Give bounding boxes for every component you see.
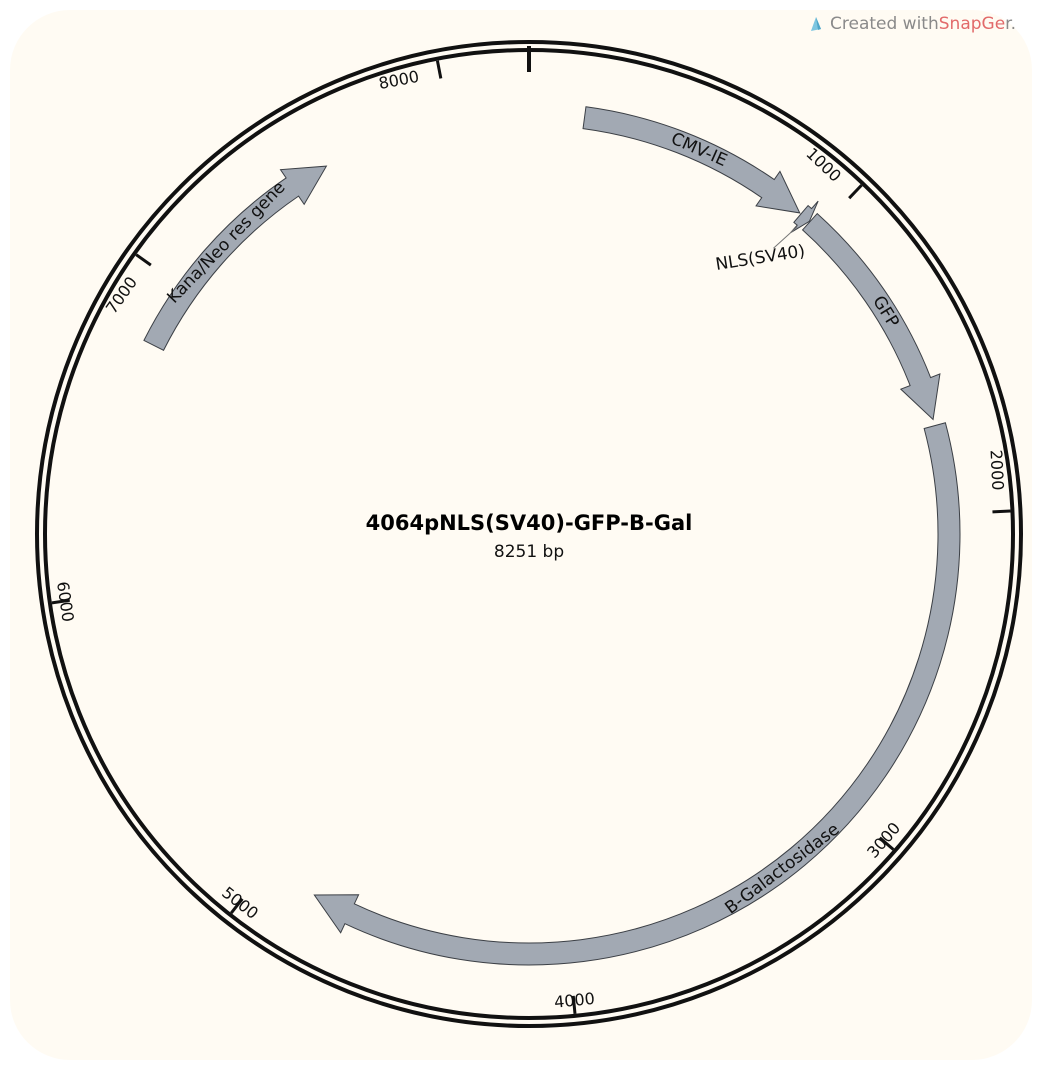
- tick-mark-3000: [878, 836, 895, 851]
- tick-mark-2000: [992, 509, 1011, 514]
- feature-leader-line: [773, 226, 798, 249]
- credit-brand: SnapGe: [938, 14, 1006, 34]
- tick-mark-4000: [571, 995, 577, 1014]
- tick-mark-5000: [230, 897, 244, 914]
- credit-prefix: Created with: [830, 14, 939, 34]
- snapgene-logo-icon: [811, 17, 821, 31]
- tick-label-6000: 6000: [53, 580, 78, 623]
- feature-label-nls-sv40-: NLS(SV40): [714, 241, 806, 275]
- feature-arrow-gfp[interactable]: [801, 212, 941, 421]
- tick-mark-7000: [135, 253, 152, 267]
- feature-arrow-cmv-ie[interactable]: [582, 106, 801, 214]
- feature-label-cmv-ie: CMV-IE: [668, 129, 730, 171]
- created-with-credit: Created with SnapGe r.: [808, 14, 1016, 34]
- feature-arrow-b-galactosidase[interactable]: [313, 422, 961, 966]
- tick-mark-8000: [435, 60, 443, 79]
- feature-arrow-kana-neo-res-gene[interactable]: [143, 165, 328, 351]
- credit-suffix: r.: [1005, 14, 1016, 34]
- feature-label-b-galactosidase: B-Galactosidase: [721, 819, 843, 918]
- tick-label-2000: 2000: [987, 449, 1008, 491]
- tick-label-3000: 3000: [863, 819, 904, 862]
- plasmid-size: 8251 bp: [494, 542, 564, 562]
- tick-mark-1000: [848, 184, 863, 200]
- plasmid-name: 4064pNLS(SV40)-GFP-B-Gal: [366, 511, 693, 535]
- tick-label-4000: 4000: [553, 989, 595, 1012]
- feature-arrow-nls-sv40-[interactable]: [790, 200, 819, 234]
- tick-mark-6000: [51, 598, 70, 605]
- tick-label-5000: 5000: [218, 883, 262, 923]
- feature-arrows: CMV-IENLS(SV40)GFPB-GalactosidaseKana/Ne…: [143, 106, 961, 966]
